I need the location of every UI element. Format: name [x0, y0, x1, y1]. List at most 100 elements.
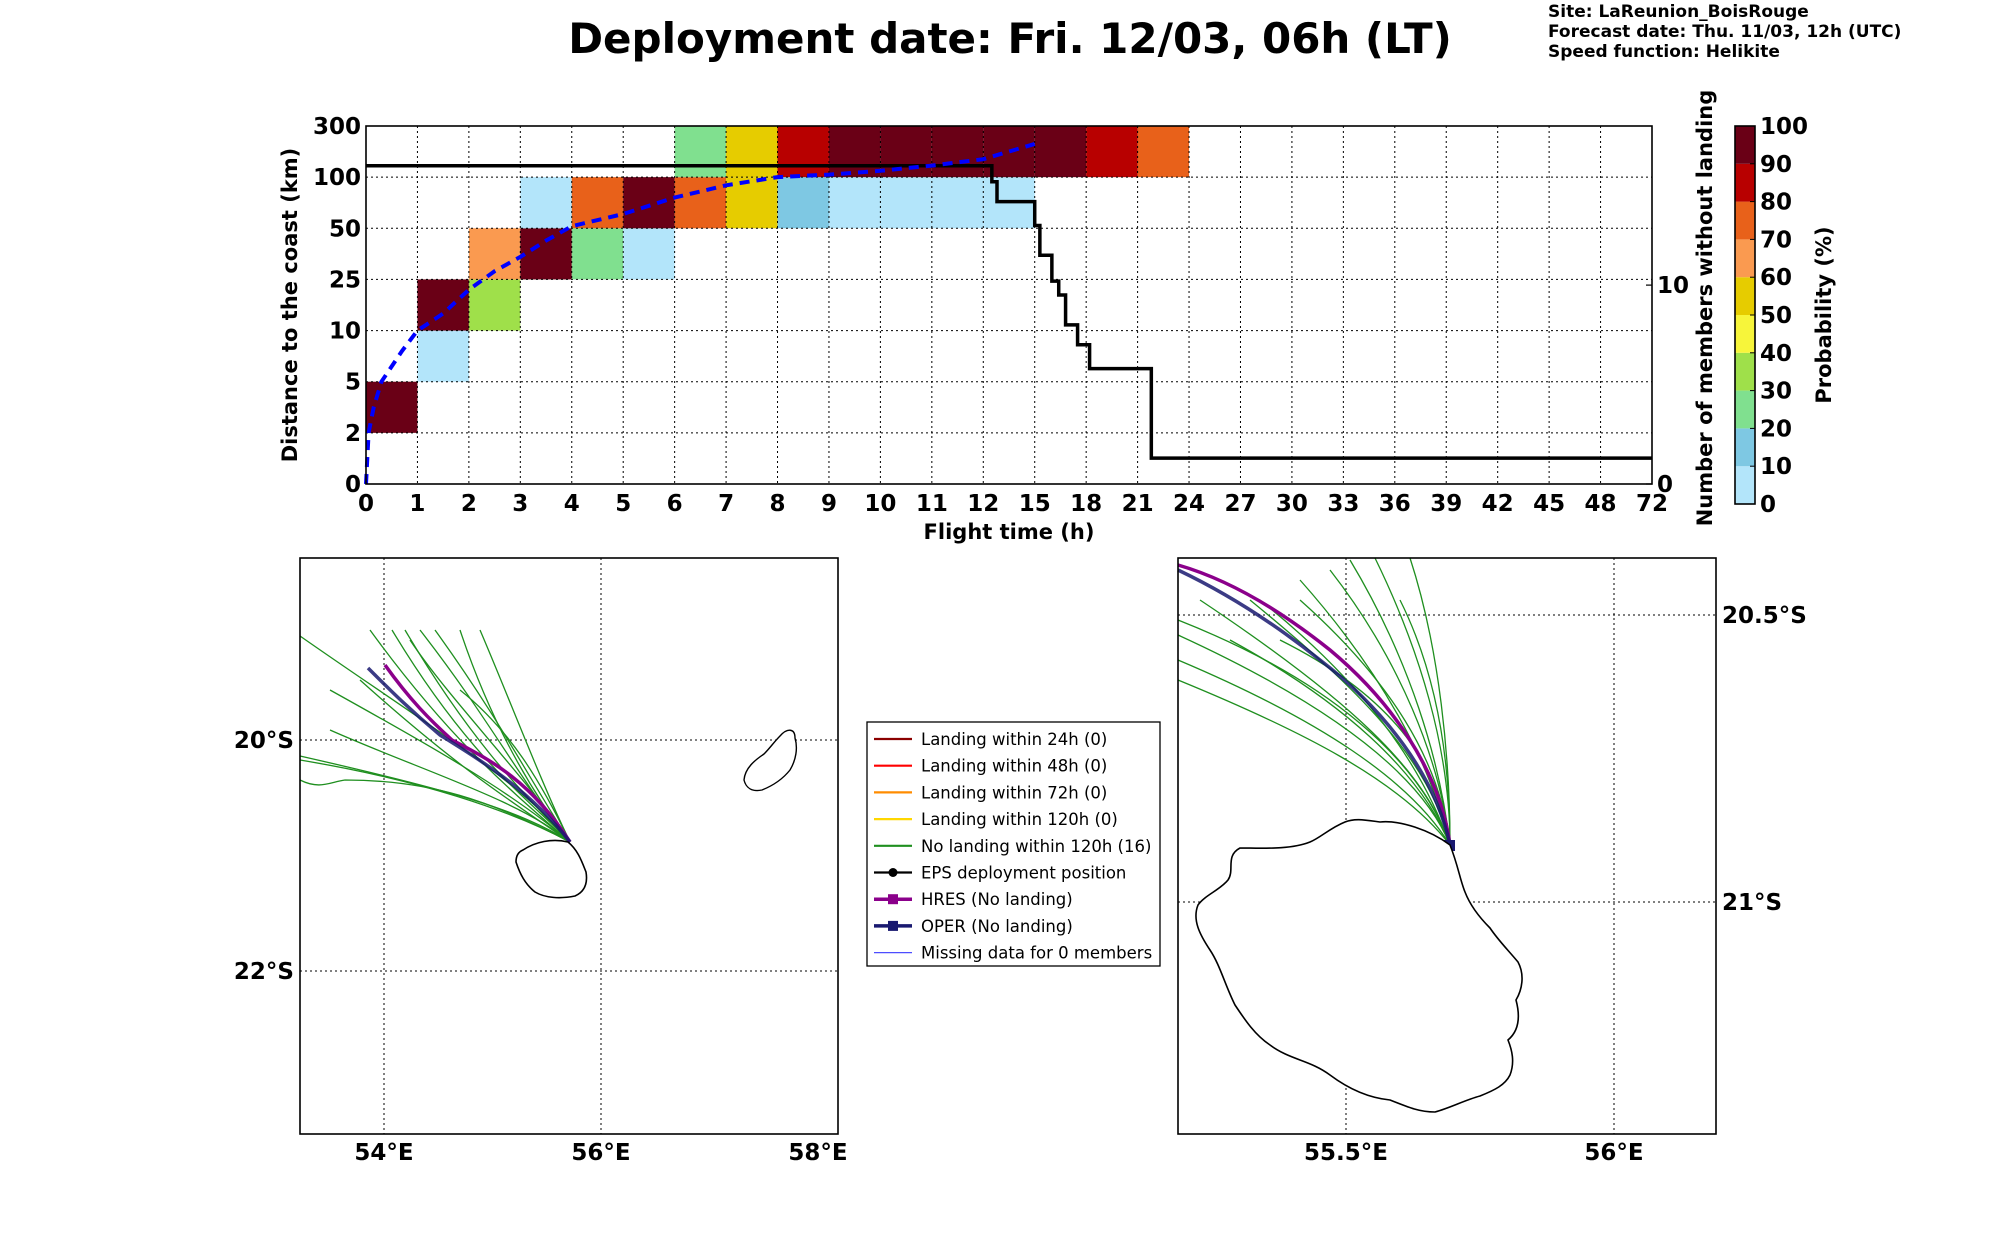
y2-axis-label: Number of members without landing [1693, 90, 1717, 527]
legend-label: Landing within 120h (0) [921, 810, 1118, 829]
heatmap-cell [1137, 126, 1190, 178]
colorbar-cell [1735, 126, 1755, 164]
x-tick-label: 48 [1585, 491, 1617, 517]
legend-label: EPS deployment position [921, 864, 1126, 883]
map-zoom-x-tick: 55.5°E [1304, 1140, 1388, 1166]
colorbar-tick-label: 90 [1760, 152, 1792, 178]
legend: Landing within 24h (0) Landing within 48h… [866, 721, 1161, 967]
colorbar-tick-label: 0 [1760, 492, 1776, 518]
heatmap-cell [880, 126, 932, 178]
legend-label: Landing within 72h (0) [921, 783, 1107, 802]
y-tick-label: 300 [313, 114, 361, 140]
members-without-landing-line [366, 164, 1652, 460]
hres-trajectory [383, 663, 572, 843]
colorbar-cell [1735, 428, 1755, 467]
map-zoom-y-tick: 21°S [1722, 890, 1782, 916]
heatmap-cell [828, 177, 881, 229]
heatmap-cell [931, 126, 984, 178]
map-regional-x-tick: 56°E [571, 1140, 630, 1166]
legend-items: Landing within 24h (0) Landing within 48h… [874, 730, 1152, 963]
oper-trajectory [366, 666, 572, 844]
heatmap-cell [468, 279, 521, 331]
heatmap-cell [726, 126, 778, 178]
speed-function: Speed function: Helikite [1548, 42, 1780, 62]
map-regional-y-tick: 22°S [234, 959, 294, 985]
y-tick-label: 10 [329, 319, 361, 345]
legend-marker [888, 868, 898, 877]
map-regional-x-tick: 54°E [354, 1140, 413, 1166]
x-axis-label: Flight time (h) [924, 520, 1095, 544]
map-zoom: 55.5°E 56°E 20.5°S 21°S [1177, 557, 1807, 1166]
map-regional-y-tick: 20°S [234, 728, 294, 754]
heatmap-cell [931, 177, 984, 229]
map-regional: 54°E 56°E 58°E 20°S 22°S [234, 557, 848, 1166]
legend-marker [888, 920, 898, 931]
median-distance-line [364, 141, 1036, 485]
heatmap-cells [366, 126, 1190, 433]
legend-label: Landing within 48h (0) [921, 757, 1107, 776]
distance-heatmap: 0 1 2 3 4 5 6 7 8 9 10 11 12 15 18 21 24 27 30 33 36 39 42 45 48… [278, 90, 1717, 544]
page-title: Deployment date: Fri. 12/03, 06h (LT) [568, 14, 1452, 63]
heatmap-cell [417, 330, 469, 382]
y-tick-label: 0 [345, 472, 361, 498]
colorbar-tick-label: 20 [1760, 416, 1792, 442]
legend-marker [888, 894, 898, 905]
x-tick-label: 8 [770, 491, 786, 517]
hres-trajectory [1177, 563, 1452, 846]
colorbar-cell [1735, 163, 1755, 202]
site-info: Site: LaReunion_BoisRouge Forecast date:… [1548, 2, 1901, 62]
heatmap-cell [777, 177, 829, 229]
x-tick-label: 11 [916, 491, 948, 517]
map-zoom-x-tick: 56°E [1584, 1140, 1643, 1166]
x-tick-label: 15 [1019, 491, 1051, 517]
x-tick-label: 10 [864, 491, 896, 517]
colorbar-label: Probability (%) [1812, 226, 1836, 403]
x-tick-label: 7 [718, 491, 734, 517]
y2-tick-label: 0 [1657, 472, 1673, 498]
legend-item: Landing within 72h (0) [874, 783, 1107, 802]
colorbar-cell [1735, 390, 1755, 429]
x-tick-label: 30 [1276, 491, 1308, 517]
colorbar-ticks: 0 10 20 30 40 50 60 70 80 90 100 [1750, 114, 1808, 518]
x-tick-label: 0 [358, 491, 374, 517]
heatmap-cell [623, 228, 675, 280]
y-tick-label: 2 [345, 421, 361, 447]
map-regional-y-ticks: 20°S 22°S [234, 728, 294, 985]
x-tick-label: 27 [1224, 491, 1256, 517]
heatmap-cell [674, 177, 727, 229]
heatmap-lines [364, 141, 1652, 485]
x-tick-label: 36 [1379, 491, 1411, 517]
legend-item: HRES (No landing) [874, 890, 1073, 909]
heatmap-cell [520, 228, 572, 280]
y-tick-label: 5 [345, 370, 361, 396]
x-tick-label: 21 [1122, 491, 1154, 517]
reunion-island-outline [515, 839, 588, 899]
map-regional-frame [299, 557, 839, 1135]
x-tick-label: 9 [821, 491, 837, 517]
x-tick-label: 24 [1173, 491, 1205, 517]
map-regional-x-tick: 58°E [788, 1140, 847, 1166]
colorbar-tick-label: 50 [1760, 303, 1792, 329]
map-regional-x-ticks: 54°E 56°E 58°E [354, 1140, 847, 1166]
y-tick-label: 100 [313, 165, 361, 191]
map-zoom-y-ticks: 20.5°S 21°S [1722, 603, 1807, 916]
legend-item: Landing within 24h (0) [874, 730, 1107, 749]
x-tick-label: 33 [1327, 491, 1359, 517]
legend-label: No landing within 120h (16) [921, 837, 1151, 856]
colorbar-tick-label: 70 [1760, 227, 1792, 253]
heatmap-frame [365, 125, 1653, 485]
heatmap-cell [828, 126, 881, 178]
green-ensemble-trajectories [1177, 557, 1451, 846]
legend-item: EPS deployment position [874, 864, 1126, 883]
x-tick-label: 12 [967, 491, 999, 517]
site-name: Site: LaReunion_BoisRouge [1548, 2, 1809, 22]
colorbar-cell [1735, 352, 1755, 391]
heatmap-cell [1086, 126, 1138, 178]
colorbar-tick-label: 40 [1760, 341, 1792, 367]
map-zoom-x-ticks: 55.5°E 56°E [1304, 1140, 1644, 1166]
colorbar-tick-label: 30 [1760, 379, 1792, 405]
x-tick-label: 6 [667, 491, 683, 517]
heatmap-cell [726, 177, 778, 229]
